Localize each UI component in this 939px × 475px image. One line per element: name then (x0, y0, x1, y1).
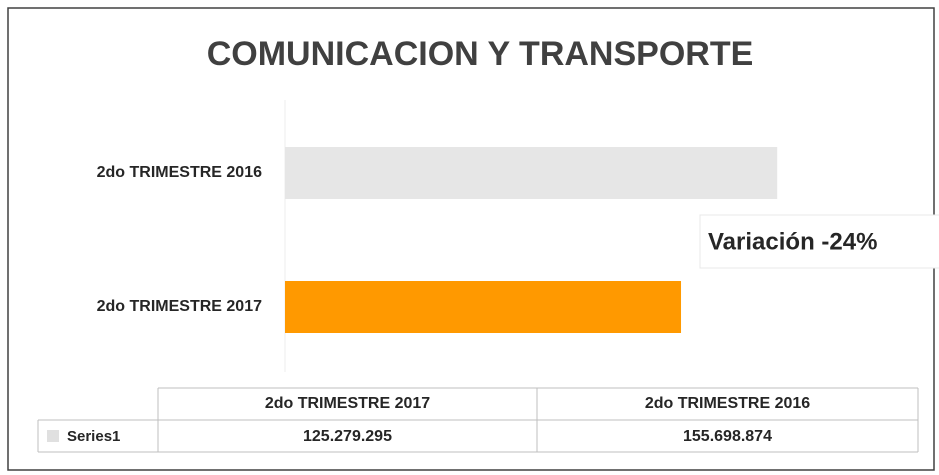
table-header: 2do TRIMESTRE 2017 (265, 395, 430, 412)
y-tick-label: 2do TRIMESTRE 2017 (97, 298, 262, 315)
annotation: Variación -24% (708, 228, 877, 255)
bar (285, 147, 778, 199)
chart-title: COMUNICACION Y TRANSPORTE (207, 35, 754, 73)
y-tick-label: 2do TRIMESTRE 2016 (97, 164, 262, 181)
table-value: 125.279.295 (303, 428, 392, 445)
legend-key (47, 430, 59, 442)
table-header: 2do TRIMESTRE 2016 (645, 395, 810, 412)
bar (285, 281, 682, 333)
legend-label: Series1 (67, 428, 120, 445)
table-value: 155.698.874 (683, 428, 772, 445)
annotation-box (699, 214, 939, 269)
data-table-grid (37, 387, 919, 453)
